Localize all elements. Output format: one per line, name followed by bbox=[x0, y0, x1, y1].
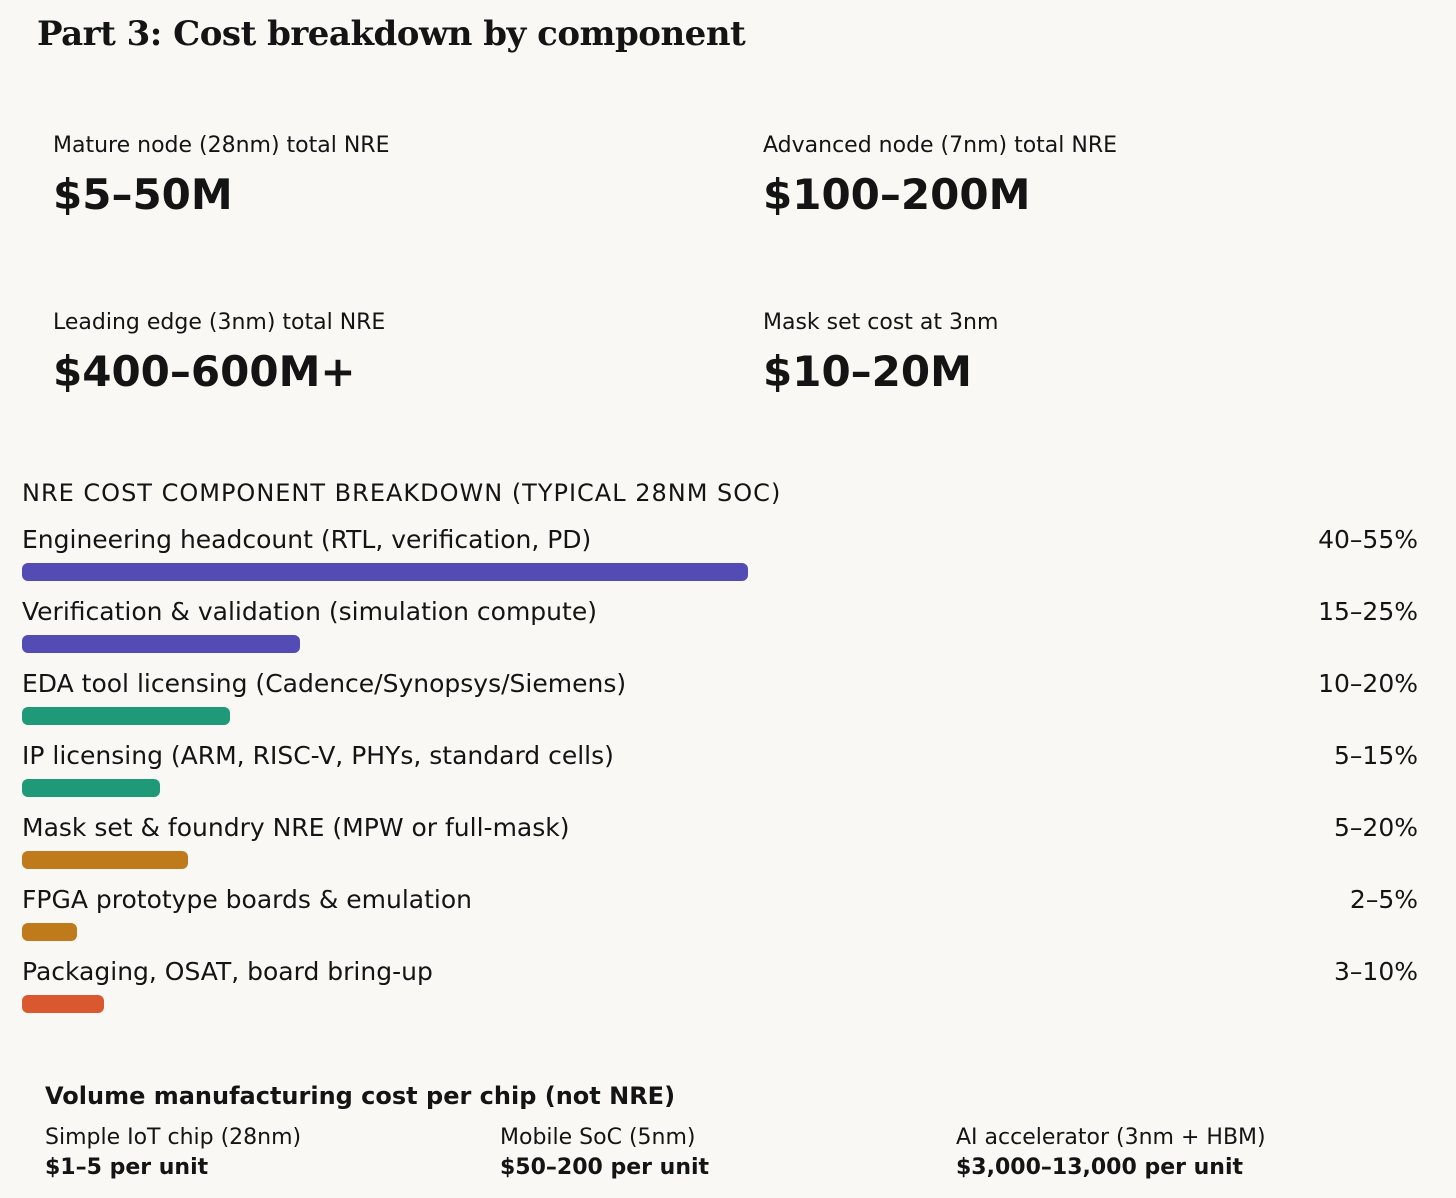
volume-value: $50–200 per unit bbox=[500, 1155, 710, 1180]
row-label: FPGA prototype boards & emulation bbox=[22, 885, 472, 914]
metric-value: $10–20M bbox=[763, 347, 972, 396]
row-value: 2–5% bbox=[1349, 885, 1418, 914]
row-value: 10–20% bbox=[1318, 669, 1418, 698]
row-label: EDA tool licensing (Cadence/Synopsys/Sie… bbox=[22, 669, 627, 698]
row-label: Engineering headcount (RTL, verification… bbox=[22, 525, 592, 554]
row-value: 40–55% bbox=[1318, 525, 1418, 554]
metric-label: Advanced node (7nm) total NRE bbox=[763, 133, 1118, 158]
volume-label: Simple IoT chip (28nm) bbox=[45, 1125, 302, 1150]
volume-title: Volume manufacturing cost per chip (not … bbox=[45, 1082, 676, 1110]
bar bbox=[22, 923, 77, 941]
row-value: 3–10% bbox=[1334, 957, 1418, 986]
page-title: Part 3: Cost breakdown by component bbox=[37, 14, 746, 54]
row-label: IP licensing (ARM, RISC-V, PHYs, standar… bbox=[22, 741, 614, 770]
metric-label: Leading edge (3nm) total NRE bbox=[53, 310, 386, 335]
bar bbox=[22, 851, 188, 869]
volume-value: $3,000–13,000 per unit bbox=[956, 1155, 1244, 1180]
metric-label: Mature node (28nm) total NRE bbox=[53, 133, 390, 158]
metric-value: $5–50M bbox=[53, 170, 233, 219]
bar bbox=[22, 635, 300, 653]
metric-label: Mask set cost at 3nm bbox=[763, 310, 999, 335]
bar bbox=[22, 995, 104, 1013]
bar bbox=[22, 707, 230, 725]
section-title: NRE COST COMPONENT BREAKDOWN (TYPICAL 28… bbox=[22, 479, 782, 507]
row-value: 15–25% bbox=[1318, 597, 1418, 626]
row-label: Packaging, OSAT, board bring-up bbox=[22, 957, 433, 986]
row-value: 5–15% bbox=[1334, 741, 1418, 770]
metric-value: $100–200M bbox=[763, 170, 1031, 219]
metric-value: $400–600M+ bbox=[53, 347, 356, 396]
bar bbox=[22, 563, 748, 581]
bar bbox=[22, 779, 160, 797]
volume-label: Mobile SoC (5nm) bbox=[500, 1125, 696, 1150]
row-label: Mask set & foundry NRE (MPW or full-mask… bbox=[22, 813, 570, 842]
row-label: Verification & validation (simulation co… bbox=[22, 597, 597, 626]
volume-value: $1–5 per unit bbox=[45, 1155, 209, 1180]
volume-label: AI accelerator (3nm + HBM) bbox=[956, 1125, 1266, 1150]
row-value: 5–20% bbox=[1334, 813, 1418, 842]
